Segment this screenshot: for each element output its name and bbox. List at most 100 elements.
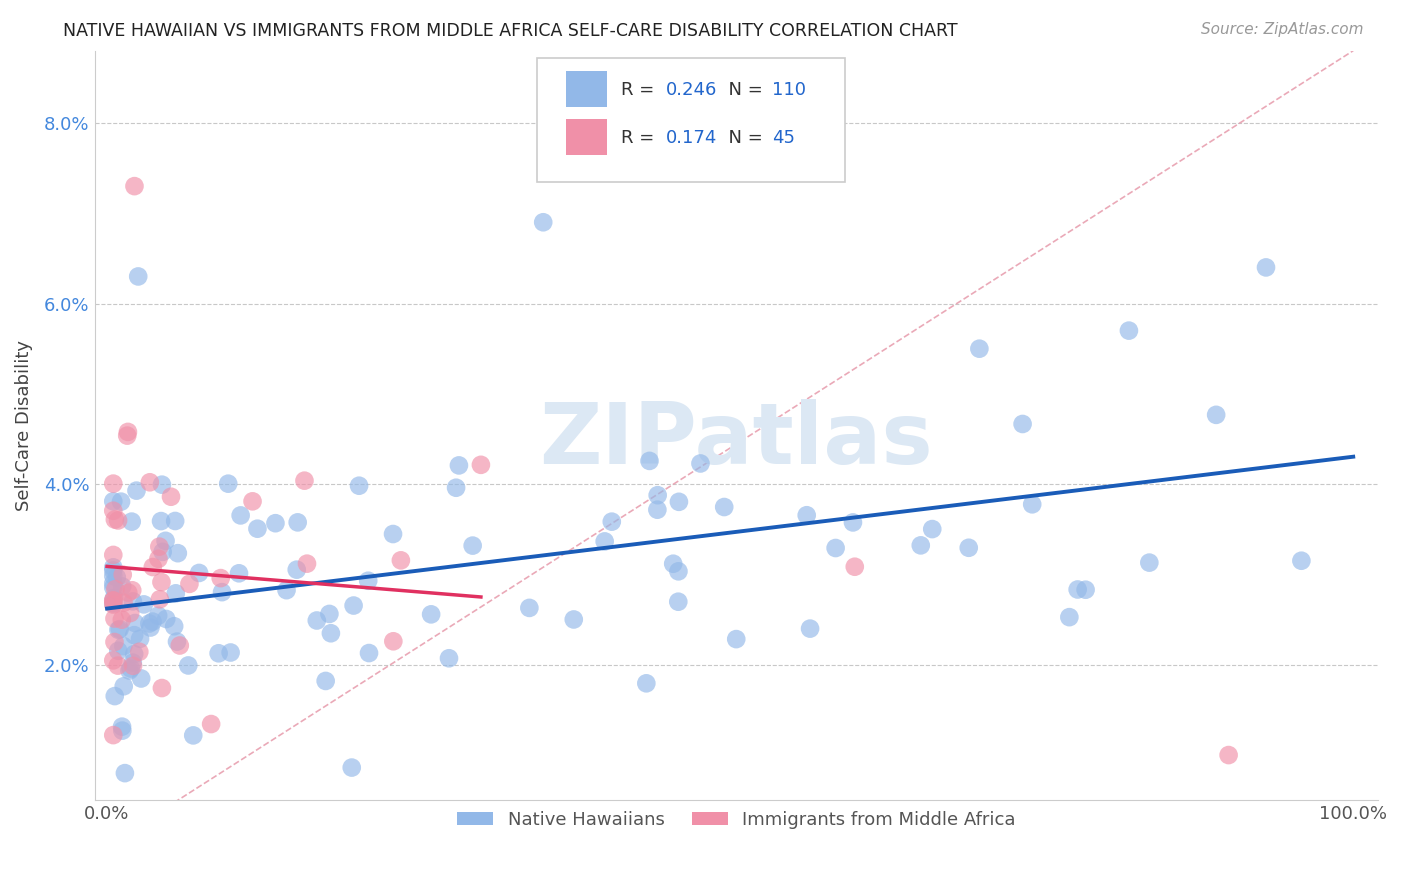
Immigrants from Middle Africa	[294, 474, 316, 488]
Native Hawaiians	[112, 679, 135, 693]
Native Hawaiians	[125, 483, 148, 498]
Immigrants from Middle Africa	[103, 611, 125, 625]
Immigrants from Middle Africa	[1218, 747, 1240, 762]
Native Hawaiians	[103, 569, 125, 583]
Native Hawaiians	[285, 563, 308, 577]
Immigrants from Middle Africa	[242, 494, 264, 508]
Immigrants from Middle Africa	[103, 504, 125, 518]
Text: 0.246: 0.246	[666, 81, 717, 99]
Native Hawaiians	[129, 632, 152, 646]
Native Hawaiians	[129, 672, 152, 686]
Native Hawaiians	[444, 481, 467, 495]
Immigrants from Middle Africa	[103, 653, 125, 667]
Native Hawaiians	[188, 566, 211, 580]
Native Hawaiians	[146, 608, 169, 623]
Native Hawaiians	[347, 479, 370, 493]
Immigrants from Middle Africa	[117, 585, 139, 599]
Native Hawaiians	[638, 454, 661, 468]
Native Hawaiians	[155, 533, 177, 548]
Native Hawaiians	[122, 594, 145, 608]
Native Hawaiians	[132, 598, 155, 612]
Native Hawaiians	[127, 269, 149, 284]
Immigrants from Middle Africa	[150, 575, 173, 590]
Native Hawaiians	[110, 494, 132, 508]
Native Hawaiians	[107, 644, 129, 658]
Native Hawaiians	[824, 541, 846, 555]
Native Hawaiians	[319, 626, 342, 640]
Native Hawaiians	[103, 596, 125, 610]
Native Hawaiians	[276, 583, 298, 598]
Immigrants from Middle Africa	[111, 567, 134, 582]
Immigrants from Middle Africa	[200, 717, 222, 731]
Native Hawaiians	[447, 458, 470, 473]
Native Hawaiians	[122, 628, 145, 642]
Native Hawaiians	[318, 607, 340, 621]
Immigrants from Middle Africa	[121, 583, 143, 598]
Immigrants from Middle Africa	[160, 490, 183, 504]
Immigrants from Middle Africa	[470, 458, 492, 472]
Immigrants from Middle Africa	[844, 559, 866, 574]
Native Hawaiians	[437, 651, 460, 665]
Immigrants from Middle Africa	[149, 592, 172, 607]
Native Hawaiians	[118, 664, 141, 678]
Immigrants from Middle Africa	[148, 540, 170, 554]
Native Hawaiians	[150, 514, 173, 528]
Native Hawaiians	[103, 564, 125, 578]
Text: N =: N =	[717, 129, 769, 147]
Immigrants from Middle Africa	[103, 593, 125, 607]
Native Hawaiians	[138, 616, 160, 631]
Native Hawaiians	[166, 634, 188, 648]
Native Hawaiians	[531, 215, 554, 229]
Immigrants from Middle Africa	[295, 557, 318, 571]
Text: R =: R =	[621, 81, 659, 99]
Native Hawaiians	[208, 646, 231, 660]
Native Hawaiians	[636, 676, 658, 690]
Immigrants from Middle Africa	[169, 639, 191, 653]
Native Hawaiians	[103, 560, 125, 574]
Native Hawaiians	[177, 658, 200, 673]
Bar	[565, 119, 607, 155]
Native Hawaiians	[600, 515, 623, 529]
FancyBboxPatch shape	[537, 58, 845, 182]
Immigrants from Middle Africa	[107, 513, 129, 527]
Immigrants from Middle Africa	[111, 613, 134, 627]
Native Hawaiians	[305, 614, 328, 628]
Native Hawaiians	[165, 586, 187, 600]
Native Hawaiians	[264, 516, 287, 531]
Text: R =: R =	[621, 129, 659, 147]
Native Hawaiians	[713, 500, 735, 514]
Native Hawaiians	[1205, 408, 1227, 422]
Native Hawaiians	[519, 600, 541, 615]
Text: 45: 45	[772, 129, 796, 147]
Native Hawaiians	[562, 612, 585, 626]
Text: Source: ZipAtlas.com: Source: ZipAtlas.com	[1201, 22, 1364, 37]
Native Hawaiians	[155, 612, 177, 626]
Immigrants from Middle Africa	[103, 476, 125, 491]
Legend: Native Hawaiians, Immigrants from Middle Africa: Native Hawaiians, Immigrants from Middle…	[450, 804, 1024, 836]
Native Hawaiians	[121, 515, 143, 529]
Native Hawaiians	[107, 623, 129, 637]
Native Hawaiians	[139, 621, 162, 635]
Native Hawaiians	[1059, 610, 1081, 624]
Text: 110: 110	[772, 81, 806, 99]
Immigrants from Middle Africa	[139, 475, 162, 490]
Native Hawaiians	[112, 639, 135, 653]
Native Hawaiians	[647, 502, 669, 516]
Native Hawaiians	[229, 508, 252, 523]
Immigrants from Middle Africa	[117, 425, 139, 439]
Native Hawaiians	[142, 615, 165, 629]
Native Hawaiians	[111, 579, 134, 593]
Native Hawaiians	[124, 615, 146, 630]
Native Hawaiians	[219, 646, 242, 660]
Native Hawaiians	[122, 647, 145, 661]
Immigrants from Middle Africa	[382, 634, 405, 648]
Y-axis label: Self-Care Disability: Self-Care Disability	[15, 340, 32, 511]
Native Hawaiians	[1066, 582, 1088, 597]
Native Hawaiians	[120, 661, 142, 675]
Native Hawaiians	[152, 545, 174, 559]
Native Hawaiians	[357, 574, 380, 588]
Immigrants from Middle Africa	[112, 596, 135, 610]
Immigrants from Middle Africa	[103, 728, 125, 742]
Native Hawaiians	[121, 656, 143, 670]
Immigrants from Middle Africa	[120, 606, 142, 620]
